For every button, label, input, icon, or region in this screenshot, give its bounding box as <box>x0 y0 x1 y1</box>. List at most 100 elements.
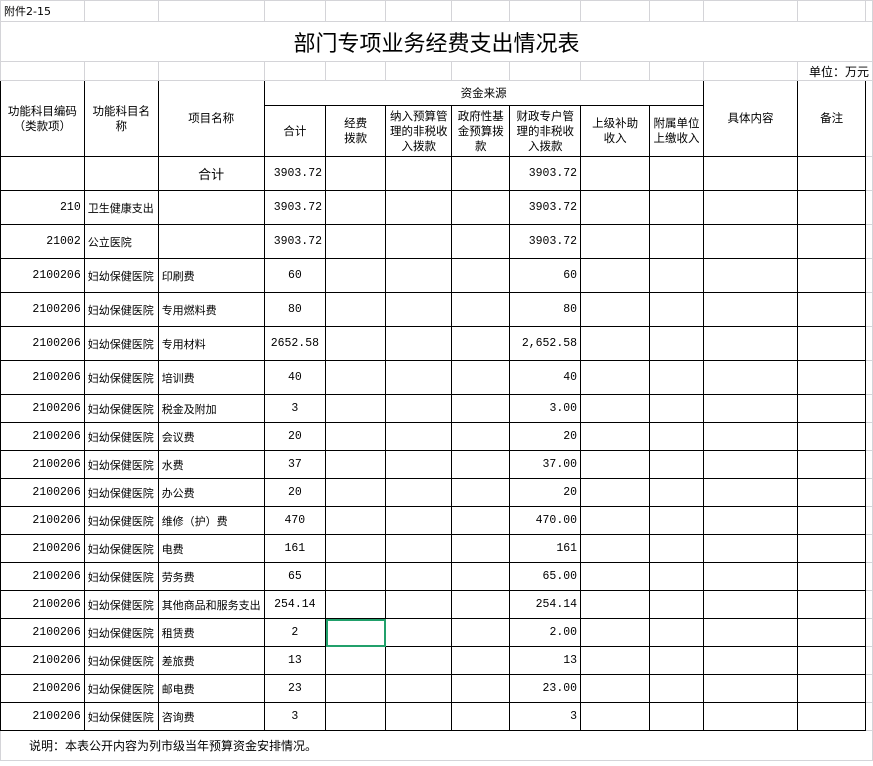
superior-cell[interactable] <box>580 702 651 731</box>
cell[interactable] <box>580 61 651 81</box>
nontax-cell[interactable] <box>385 590 453 619</box>
name-cell[interactable]: 妇幼保健医院 <box>83 590 159 619</box>
cell[interactable] <box>864 292 873 327</box>
fiscal-nontax-cell[interactable]: 254.14 <box>509 590 582 619</box>
item-cell[interactable]: 电费 <box>157 534 265 563</box>
item-cell[interactable]: 维修（护）费 <box>157 506 265 535</box>
name-cell[interactable]: 妇幼保健医院 <box>83 326 159 361</box>
remark-cell[interactable] <box>797 326 866 361</box>
code-cell[interactable]: 2100206 <box>0 478 85 507</box>
detail-cell[interactable] <box>702 702 799 731</box>
detail-cell[interactable] <box>702 562 799 591</box>
superior-cell[interactable] <box>580 478 651 507</box>
affiliated-cell[interactable] <box>649 156 704 191</box>
footnote[interactable]: 说明：本表公开内容为列市级当年预算资金安排情况。 <box>0 730 873 761</box>
remark-cell[interactable] <box>797 190 866 225</box>
header-code[interactable]: 功能科目编码（类款项） <box>0 80 85 157</box>
header-detail[interactable]: 具体内容 <box>702 80 799 157</box>
cell[interactable] <box>385 0 453 22</box>
fiscal-nontax-cell[interactable]: 65.00 <box>509 562 582 591</box>
nontax-cell[interactable] <box>385 292 453 327</box>
detail-cell[interactable] <box>702 646 799 675</box>
sheet-title[interactable]: 部门专项业务经费支出情况表 <box>0 21 873 62</box>
item-cell[interactable] <box>157 224 265 259</box>
superior-cell[interactable] <box>580 618 651 647</box>
funding-cell[interactable] <box>324 394 387 423</box>
superior-cell[interactable] <box>580 360 651 395</box>
remark-cell[interactable] <box>797 258 866 293</box>
name-cell[interactable]: 妇幼保健医院 <box>83 618 159 647</box>
item-cell[interactable]: 邮电费 <box>157 674 265 703</box>
superior-cell[interactable] <box>580 224 651 259</box>
nontax-cell[interactable] <box>385 534 453 563</box>
total-cell[interactable]: 2 <box>263 618 327 647</box>
funding-cell[interactable] <box>324 360 387 395</box>
funding-cell[interactable] <box>324 562 387 591</box>
fiscal-nontax-cell[interactable]: 3 <box>509 702 582 731</box>
funding-cell[interactable] <box>324 156 387 191</box>
total-cell[interactable]: 60 <box>263 258 327 293</box>
nontax-cell[interactable] <box>385 618 453 647</box>
affiliated-cell[interactable] <box>649 590 704 619</box>
nontax-cell[interactable] <box>385 422 453 451</box>
item-cell[interactable] <box>157 190 265 225</box>
name-cell[interactable]: 妇幼保健医院 <box>83 702 159 731</box>
header-remark[interactable]: 备注 <box>797 80 866 157</box>
total-cell[interactable]: 40 <box>263 360 327 395</box>
item-cell[interactable]: 税金及附加 <box>157 394 265 423</box>
total-cell[interactable]: 254.14 <box>263 590 327 619</box>
unit-label[interactable]: 单位：万元 <box>797 61 873 81</box>
code-cell[interactable]: 2100206 <box>0 674 85 703</box>
fiscal-nontax-cell[interactable]: 23.00 <box>509 674 582 703</box>
govfund-cell[interactable] <box>451 506 511 535</box>
item-cell[interactable]: 专用材料 <box>157 326 265 361</box>
affiliated-cell[interactable] <box>649 292 704 327</box>
detail-cell[interactable] <box>702 258 799 293</box>
funding-cell[interactable] <box>324 422 387 451</box>
superior-cell[interactable] <box>580 156 651 191</box>
code-cell[interactable]: 2100206 <box>0 292 85 327</box>
item-cell[interactable]: 培训费 <box>157 360 265 395</box>
govfund-cell[interactable] <box>451 292 511 327</box>
name-cell[interactable]: 妇幼保健医院 <box>83 292 159 327</box>
cell[interactable] <box>864 646 873 675</box>
name-cell[interactable] <box>83 156 159 191</box>
remark-cell[interactable] <box>797 292 866 327</box>
remark-cell[interactable] <box>797 534 866 563</box>
superior-cell[interactable] <box>580 292 651 327</box>
detail-cell[interactable] <box>702 292 799 327</box>
name-cell[interactable]: 妇幼保健医院 <box>83 506 159 535</box>
total-cell[interactable]: 3903.72 <box>263 224 327 259</box>
cell[interactable] <box>864 190 873 225</box>
attachment-label[interactable]: 附件2-15 <box>0 0 85 22</box>
total-cell[interactable]: 2652.58 <box>263 326 327 361</box>
header-affiliated[interactable]: 附属单位上缴收入 <box>649 105 704 157</box>
govfund-cell[interactable] <box>451 478 511 507</box>
cell[interactable] <box>702 0 799 22</box>
header-total[interactable]: 合计 <box>263 105 327 157</box>
cell[interactable] <box>864 258 873 293</box>
affiliated-cell[interactable] <box>649 618 704 647</box>
cell[interactable] <box>649 61 704 81</box>
funding-cell[interactable] <box>324 224 387 259</box>
fiscal-nontax-cell[interactable]: 13 <box>509 646 582 675</box>
fiscal-nontax-cell[interactable]: 20 <box>509 478 582 507</box>
detail-cell[interactable] <box>702 450 799 479</box>
nontax-cell[interactable] <box>385 478 453 507</box>
cell[interactable] <box>702 61 799 81</box>
govfund-cell[interactable] <box>451 422 511 451</box>
cell[interactable] <box>864 450 873 479</box>
cell[interactable] <box>864 702 873 731</box>
name-cell[interactable]: 卫生健康支出 <box>83 190 159 225</box>
name-cell[interactable]: 妇幼保健医院 <box>83 394 159 423</box>
header-nontax[interactable]: 纳入预算管理的非税收入拨款 <box>385 105 453 157</box>
detail-cell[interactable] <box>702 478 799 507</box>
code-cell[interactable]: 2100206 <box>0 506 85 535</box>
code-cell[interactable]: 2100206 <box>0 258 85 293</box>
cell[interactable] <box>864 422 873 451</box>
code-cell[interactable] <box>0 156 85 191</box>
cell[interactable] <box>324 0 387 22</box>
cell[interactable] <box>580 0 651 22</box>
cell[interactable] <box>83 0 159 22</box>
remark-cell[interactable] <box>797 478 866 507</box>
